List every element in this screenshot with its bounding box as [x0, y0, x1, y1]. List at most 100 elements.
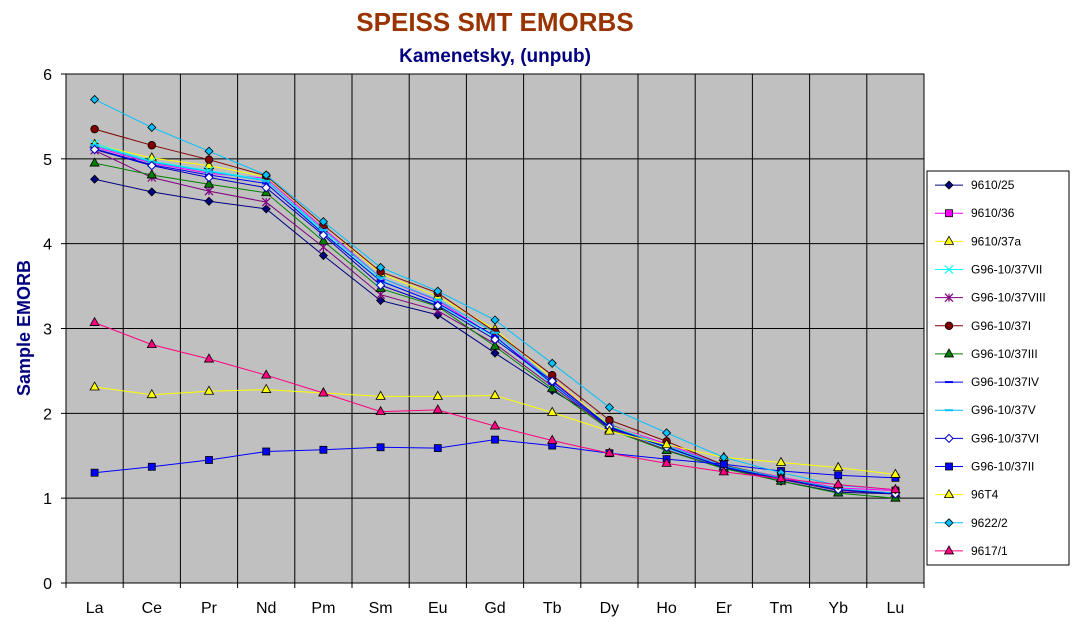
- data-point: [547, 406, 558, 416]
- x-tick-label: Yb: [828, 600, 848, 617]
- data-point: [203, 385, 215, 395]
- legend-box: [926, 170, 1070, 566]
- data-point: [833, 478, 844, 488]
- x-tick-label: Eu: [428, 600, 448, 617]
- data-point: [943, 235, 955, 245]
- data-point: [146, 388, 157, 399]
- legend-item: G96-10/37II: [935, 460, 1034, 474]
- data-point: [491, 435, 499, 444]
- y-tick-label: 2: [43, 406, 52, 423]
- y-axis-label: Sample EMORB: [14, 260, 34, 396]
- legend-label: 9617/1: [971, 544, 1008, 558]
- x-tick-label: Ce: [142, 600, 163, 617]
- data-point: [147, 187, 157, 197]
- data-point: [945, 209, 953, 218]
- y-tick-label: 4: [43, 237, 52, 254]
- legend-item: 9610/25: [935, 178, 1015, 192]
- x-tick-label: Nd: [256, 600, 276, 617]
- data-point: [943, 488, 955, 499]
- data-point: [433, 286, 443, 296]
- data-point: [432, 404, 443, 414]
- data-point: [89, 316, 100, 326]
- legend-label: 9610/36: [971, 206, 1015, 220]
- data-point: [775, 472, 787, 483]
- data-point: [318, 217, 328, 227]
- data-point: [547, 358, 557, 368]
- data-point: [944, 180, 954, 190]
- legend-label: G96-10/37VII: [971, 263, 1042, 277]
- y-tick-label: 0: [43, 576, 52, 593]
- data-point: [547, 382, 558, 393]
- series-14: [89, 316, 901, 494]
- data-point: [318, 250, 328, 261]
- data-point: [547, 434, 558, 444]
- x-tick-label: Tb: [543, 600, 562, 617]
- data-point: [90, 124, 99, 134]
- y-tick-label: 3: [43, 322, 52, 339]
- legend-label: G96-10/37I: [971, 319, 1031, 333]
- legend-label: 9610/37a: [971, 234, 1021, 248]
- data-point: [719, 452, 729, 463]
- data-point: [89, 381, 100, 391]
- x-tick-label: Dy: [600, 600, 620, 617]
- y-tick-label: 5: [43, 152, 52, 169]
- x-tick-label: Er: [716, 600, 733, 617]
- data-point: [375, 390, 386, 400]
- legend: 9610/25 9610/36 9610/37a G96-10/37VII G96-10…: [926, 170, 1070, 566]
- x-tick-label: Sm: [369, 600, 393, 617]
- legend-item: G96-10/37VI: [935, 431, 1039, 445]
- data-point: [661, 438, 672, 449]
- data-point: [203, 178, 215, 188]
- data-point: [775, 456, 787, 466]
- data-point: [204, 196, 214, 206]
- data-point: [261, 383, 272, 393]
- data-point: [490, 334, 500, 345]
- data-point: [147, 141, 156, 150]
- x-tick-label: La: [86, 600, 104, 617]
- data-point: [662, 428, 672, 438]
- data-point: [261, 197, 271, 207]
- legend-item: G96-10/37VII: [935, 263, 1042, 277]
- data-point: [146, 169, 157, 179]
- data-point: [261, 170, 271, 180]
- legend-item: 96T4: [935, 488, 999, 502]
- data-point: [433, 300, 443, 311]
- legend-label: G96-10/37II: [971, 460, 1034, 474]
- legend-item: G96-10/37VIII: [935, 291, 1046, 305]
- legend-label: 9622/2: [971, 516, 1008, 530]
- data-point: [203, 353, 215, 363]
- legend-item: G96-10/37V: [935, 403, 1036, 417]
- data-point: [318, 235, 329, 245]
- data-point: [944, 518, 954, 528]
- data-point: [261, 369, 272, 379]
- legend-label: G96-10/37IV: [971, 375, 1039, 389]
- y-tick-label: 1: [43, 491, 52, 508]
- data-point: [943, 545, 955, 555]
- legend-item: 9610/37a: [935, 234, 1021, 248]
- data-point: [376, 262, 386, 272]
- data-point: [375, 405, 386, 416]
- data-point: [318, 387, 329, 397]
- data-point: [90, 174, 100, 184]
- data-point: [944, 433, 954, 444]
- data-point: [204, 186, 214, 196]
- x-tick-label: Pr: [201, 600, 218, 617]
- data-point: [490, 348, 500, 358]
- data-point: [147, 160, 157, 171]
- data-point: [146, 338, 157, 349]
- data-point: [376, 295, 386, 306]
- legend-item: G96-10/37I: [935, 319, 1031, 333]
- chart-subtitle: Kamenetsky, (unpub): [399, 46, 591, 67]
- data-point: [890, 483, 901, 494]
- data-point: [204, 155, 214, 164]
- legend-item: G96-10/37IV: [935, 375, 1039, 389]
- data-point: [604, 447, 615, 457]
- legend-item: 9617/1: [935, 544, 1008, 558]
- legend-label: G96-10/37VI: [971, 431, 1039, 445]
- data-point: [90, 94, 100, 105]
- legend-item: 9610/36: [935, 206, 1015, 220]
- data-point: [90, 468, 99, 477]
- data-point: [319, 445, 328, 454]
- data-point: [661, 457, 672, 467]
